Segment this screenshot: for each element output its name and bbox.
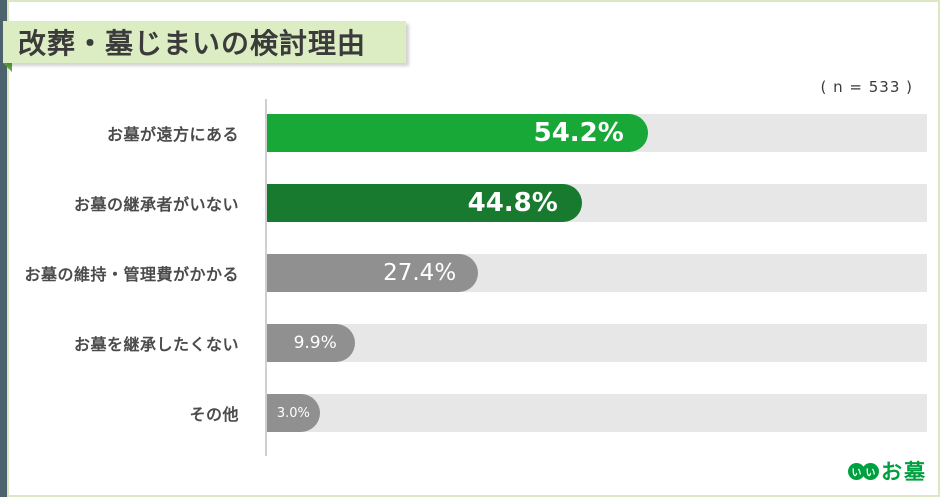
value-label: 44.8%: [467, 188, 558, 218]
bar: 44.8%: [267, 184, 582, 222]
bar: 27.4%: [267, 254, 479, 292]
category-label: お墓の維持・管理費がかかる: [24, 265, 239, 284]
page-edge-strip: [0, 0, 7, 497]
bar-chart: お墓が遠方にある 54.2% お墓の継承者がいない 44.8% お墓の維持・管理費がかか…: [0, 98, 927, 448]
logo-text: お墓: [881, 460, 927, 484]
category-label: お墓の継承者がいない: [73, 195, 239, 214]
chart-row: お墓が遠方にある 54.2%: [0, 98, 927, 168]
chart-row: その他 3.0%: [0, 378, 927, 448]
value-label: 27.4%: [383, 260, 457, 286]
bar: 9.9%: [267, 324, 355, 362]
chart-row: お墓の維持・管理費がかかる 27.4%: [0, 238, 927, 308]
bar-track: 3.0%: [267, 394, 927, 432]
bar-track: 27.4%: [267, 254, 927, 292]
chart-row: お墓の継承者がいない 44.8%: [0, 168, 927, 238]
category-label: その他: [189, 405, 239, 424]
ribbon-fold: [3, 63, 12, 72]
title-ribbon: 改葬・墓じまいの検討理由: [3, 21, 406, 63]
bar: 54.2%: [267, 114, 648, 152]
category-label: お墓を継承したくない: [73, 335, 239, 354]
bar-track: 9.9%: [267, 324, 927, 362]
bar: 3.0%: [267, 394, 320, 432]
chart-row: お墓を継承したくない 9.9%: [0, 308, 927, 378]
logo-circle-icon: い: [848, 462, 865, 480]
sample-size-label: ( n = 533 ): [820, 78, 913, 96]
value-label: 3.0%: [276, 405, 310, 421]
value-label: 54.2%: [533, 118, 624, 148]
value-label: 9.9%: [293, 333, 337, 353]
category-label: お墓が遠方にある: [106, 125, 239, 144]
bar-track: 44.8%: [267, 184, 927, 222]
logo-circle-icon: い: [862, 462, 879, 480]
y-axis-line: [265, 99, 267, 456]
brand-logo: い い お墓: [848, 456, 927, 486]
bar-track: 54.2%: [267, 114, 927, 152]
page-title: 改葬・墓じまいの検討理由: [18, 27, 367, 60]
